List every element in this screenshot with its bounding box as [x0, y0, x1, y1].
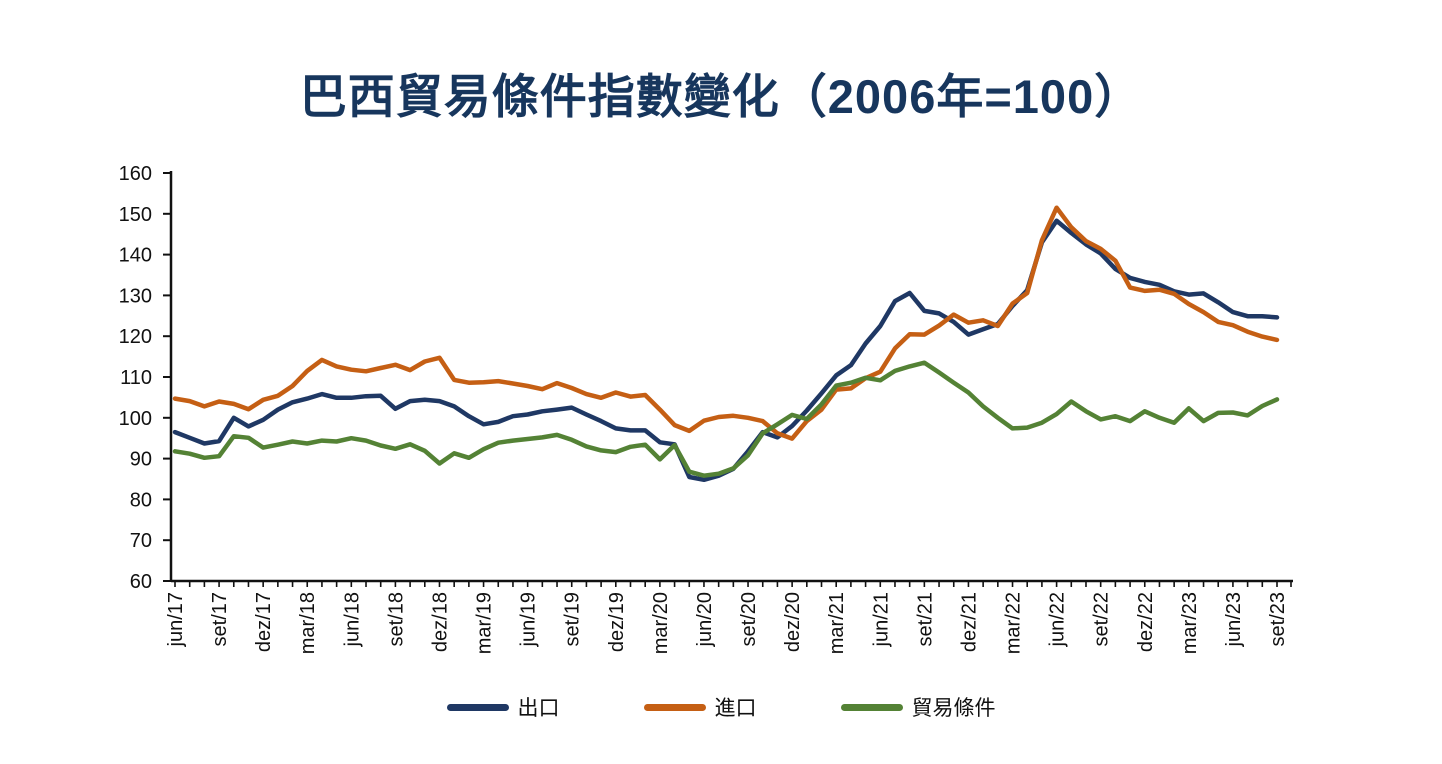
x-axis-label: jun/17: [165, 592, 187, 648]
series-line-進口: [172, 205, 1280, 441]
x-axis-label: dez/21: [958, 592, 980, 652]
x-axis-label: mar/18: [297, 592, 319, 654]
y-axis-label: 60: [130, 571, 152, 593]
x-axis-label: jun/22: [1047, 592, 1069, 648]
terms-of-trade-line-swatch-icon: [840, 703, 903, 711]
x-axis-label: mar/22: [1003, 592, 1025, 654]
legend-label-terms-of-trade: 貿易條件: [911, 697, 996, 720]
y-axis-label: 80: [130, 489, 152, 511]
x-axis-label: mar/21: [826, 592, 848, 654]
x-axis-label: set/23: [1267, 592, 1289, 646]
y-axis-label: 150: [119, 204, 152, 226]
x-axis-label: jun/18: [341, 592, 363, 648]
legend-item-imports: 進口: [643, 692, 757, 722]
y-axis-label: 130: [119, 285, 152, 307]
x-axis-label: set/21: [914, 592, 936, 646]
y-axis-label: 140: [119, 245, 152, 267]
x-axis-label: mar/19: [474, 592, 496, 654]
x-axis-label: dez/17: [253, 592, 275, 652]
y-axis-label: 110: [120, 367, 152, 389]
legend-item-terms-of-trade: 貿易條件: [840, 692, 996, 722]
legend-label-exports: 出口: [517, 697, 560, 720]
imports-line-swatch-icon: [643, 703, 706, 711]
series-line-貿易條件: [172, 360, 1280, 478]
y-axis-label: 90: [130, 449, 152, 471]
chart-legend: 出口 進口 貿易條件: [0, 692, 1442, 722]
x-axis-label: set/20: [738, 592, 760, 646]
x-axis-label: jun/23: [1223, 592, 1245, 648]
y-axis-label: 70: [130, 530, 152, 552]
x-axis-label: set/18: [385, 592, 407, 646]
legend-label-imports: 進口: [714, 697, 757, 720]
x-axis-label: jun/19: [518, 592, 540, 648]
x-axis-label: dez/19: [606, 592, 628, 652]
x-axis-label: dez/22: [1135, 592, 1157, 652]
x-axis-label: dez/20: [782, 592, 804, 652]
x-axis-label: set/17: [209, 592, 231, 646]
x-axis-label: set/22: [1091, 592, 1113, 646]
y-axis-label: 160: [119, 163, 152, 185]
x-axis-label: mar/20: [650, 592, 672, 654]
y-axis-label: 120: [119, 326, 152, 348]
exports-line-swatch-icon: [446, 703, 509, 711]
x-axis-label: jun/20: [694, 592, 716, 648]
chart-title: 巴西貿易條件指數變化（2006年=100）: [299, 70, 1143, 123]
x-axis-label: set/19: [562, 592, 584, 646]
x-axis-label: jun/21: [870, 592, 892, 648]
x-axis-label: dez/18: [429, 592, 451, 652]
legend-item-exports: 出口: [446, 692, 560, 722]
x-axis-label: mar/23: [1179, 592, 1201, 654]
y-axis-label: 100: [119, 408, 152, 430]
